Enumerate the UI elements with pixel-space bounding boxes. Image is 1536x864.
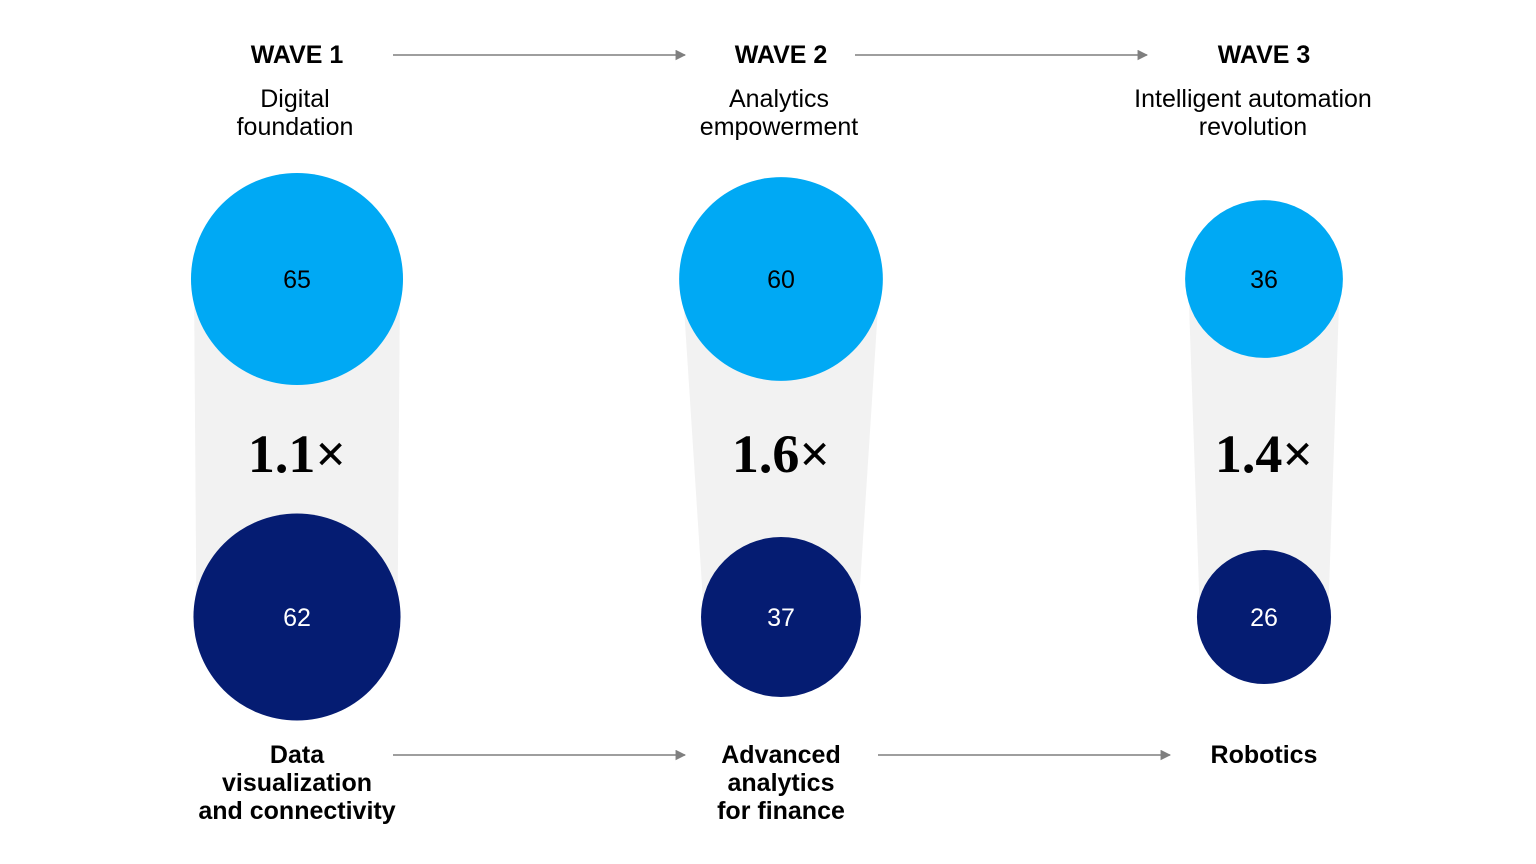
bottom-label: analytics — [727, 769, 834, 797]
bottom-value-label: 26 — [1250, 604, 1278, 632]
top-circle — [679, 177, 883, 381]
arrows — [393, 49, 1172, 761]
wave-subtitle: empowerment — [700, 113, 858, 141]
bottom-label: visualization — [222, 769, 372, 797]
wave-title: WAVE 2 — [735, 41, 828, 69]
bottom-label: Advanced — [721, 741, 840, 769]
top-value-label: 65 — [283, 266, 311, 294]
bottom-circle — [193, 513, 401, 721]
multiplier-label: 1.6× — [732, 424, 830, 484]
wave-subtitle: revolution — [1199, 113, 1307, 141]
bottom-circle — [701, 537, 861, 697]
bottom-value-label: 37 — [767, 604, 795, 632]
connector-band — [1188, 279, 1340, 617]
top-circle — [190, 172, 404, 386]
bottom-circle — [1196, 549, 1332, 685]
bottom-label: for finance — [717, 797, 845, 825]
bottom-label: Robotics — [1211, 741, 1318, 769]
wave-title: WAVE 3 — [1218, 41, 1311, 69]
bottom-label: and connectivity — [198, 797, 395, 825]
multiplier-label: 1.1× — [248, 424, 346, 484]
wave-subtitle: Analytics — [729, 85, 829, 113]
multiplier-label: 1.4× — [1215, 424, 1313, 484]
top-circle — [1185, 200, 1343, 358]
bottom-label: Data — [270, 741, 325, 769]
wave-subtitle: foundation — [237, 113, 354, 141]
wave-subtitle: Digital — [260, 85, 329, 113]
bottom-value-label: 62 — [283, 604, 311, 632]
top-value-label: 60 — [767, 266, 795, 294]
wave-title: WAVE 1 — [251, 41, 344, 69]
top-value-label: 36 — [1250, 266, 1278, 294]
wave-subtitle: Intelligent automation — [1134, 85, 1372, 113]
